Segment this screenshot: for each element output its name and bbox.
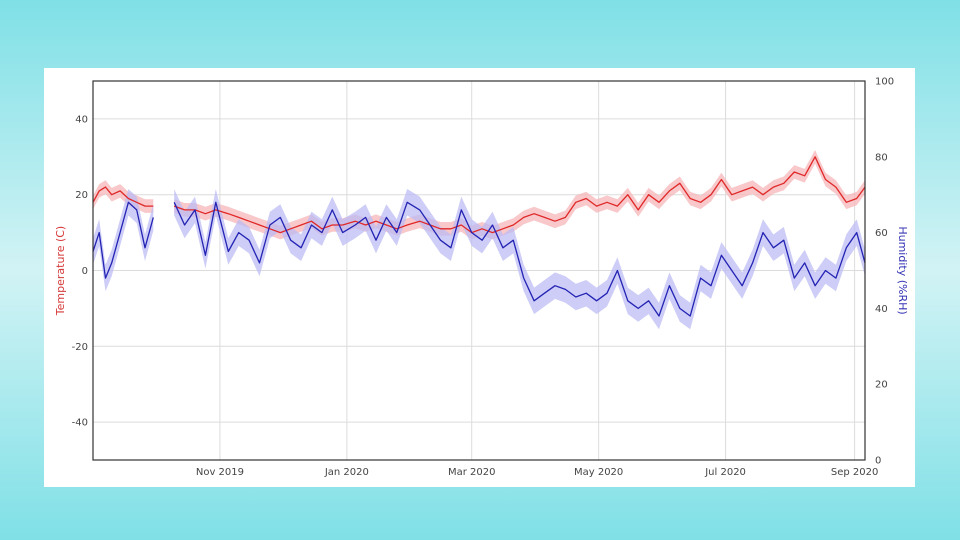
series-lines (92, 156, 866, 317)
left-axis-title: Temperature (C) (54, 226, 67, 316)
grid-lines (93, 81, 865, 460)
right-axis-title: Humidity (%RH) (896, 226, 909, 314)
right-tick-label: 0 (875, 456, 881, 467)
left-tick-label: 20 (75, 190, 88, 201)
right-tick-label: 80 (875, 152, 888, 163)
temperature-line (92, 186, 154, 207)
left-tick-label: -20 (72, 342, 88, 353)
plot-frame (92, 80, 866, 461)
humidity-line (92, 201, 154, 279)
right-axis-ticks: 0 20 40 60 80 100 (875, 77, 894, 467)
left-tick-label: 0 (82, 266, 88, 277)
left-axis-ticks: -40 -20 0 20 40 (72, 114, 88, 428)
right-tick-label: 60 (875, 228, 888, 239)
x-tick-label: Mar 2020 (448, 467, 496, 478)
left-tick-label: 40 (75, 114, 88, 125)
x-tick-label: May 2020 (574, 467, 623, 478)
right-tick-label: 100 (875, 77, 894, 88)
chart-svg: -40 -20 0 20 40 0 20 40 60 80 100 Nov 2019 Jan 202… (54, 77, 909, 479)
temperature-line (173, 156, 866, 234)
chart-panel: -40 -20 0 20 40 0 20 40 60 80 100 Nov 2019 Jan 202… (44, 68, 915, 487)
x-axis-ticks: Nov 2019 Jan 2020 Mar 2020 May 2020 Jul 2020… (196, 467, 878, 478)
x-tick-label: Jul 2020 (704, 467, 746, 478)
temperature-band (93, 180, 154, 213)
x-tick-label: Nov 2019 (196, 467, 244, 478)
humidity-band (174, 189, 865, 330)
humidity-line (173, 201, 866, 317)
x-tick-label: Sep 2020 (831, 467, 878, 478)
x-tick-label: Jan 2020 (324, 467, 369, 478)
right-tick-label: 20 (875, 380, 888, 391)
right-tick-label: 40 (875, 304, 888, 315)
left-tick-label: -40 (72, 418, 88, 429)
